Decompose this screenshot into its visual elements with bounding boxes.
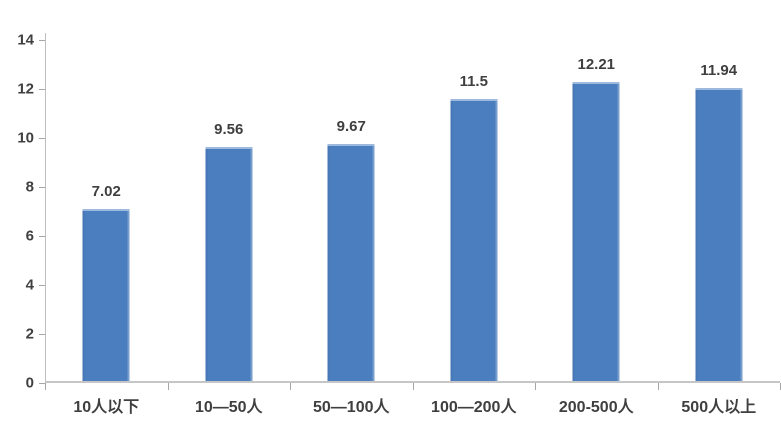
bar-value-label: 7.02: [91, 183, 121, 201]
x-axis-line: [45, 381, 780, 383]
x-category-label: 10—50人: [194, 399, 263, 416]
y-tick-label: 12: [17, 80, 34, 98]
y-tick-mark: [39, 39, 45, 41]
bar: [327, 144, 375, 381]
bar-value-label: 12.21: [577, 55, 616, 73]
bar-slot: 9.67 50—100人: [290, 40, 413, 416]
y-tick-mark: [39, 88, 45, 90]
y-tick-label: 10: [17, 129, 34, 147]
x-category-label: 50—100人: [313, 399, 390, 416]
bar-value-label: 9.56: [214, 120, 244, 138]
bar: [82, 209, 130, 381]
y-tick-mark: [39, 382, 45, 384]
bar: [450, 99, 498, 381]
y-tick-mark: [39, 235, 45, 237]
bar: [205, 146, 253, 381]
y-tick-label: 0: [25, 374, 34, 392]
x-tick-mark: [657, 383, 659, 390]
y-tick-mark: [39, 137, 45, 139]
bar-slot: 11.5 100—200人: [413, 40, 536, 416]
bar-value-label: 9.67: [336, 118, 366, 136]
bar-value-label: 11.94: [700, 62, 738, 80]
x-tick-mark: [45, 383, 46, 390]
bar: [695, 88, 743, 381]
y-tick-label: 6: [25, 227, 34, 245]
bar-value-label: 11.5: [459, 73, 488, 91]
bar: [572, 81, 620, 381]
bar-slot: 11.94 500人以上: [658, 40, 781, 416]
x-tick-mark: [290, 383, 291, 390]
y-tick-mark: [39, 284, 45, 286]
x-category-label: 10人以下: [73, 399, 140, 416]
y-tick-mark: [39, 333, 45, 335]
x-tick-mark: [535, 383, 536, 390]
y-tick-label: 14: [17, 31, 34, 49]
y-tick-label: 8: [25, 178, 34, 196]
y-axis-line: [45, 33, 46, 383]
bar-slot: 12.21 200-500人: [535, 40, 658, 416]
bar-slot: 7.02 10人以下: [45, 40, 168, 416]
x-category-label: 500人以上: [681, 399, 757, 416]
y-tick-label: 2: [25, 325, 34, 343]
x-tick-mark: [412, 383, 414, 390]
y-tick-mark: [39, 186, 45, 188]
bar-slot: 9.56 10—50人: [168, 40, 291, 416]
x-tick-mark: [167, 383, 169, 390]
plot-area: 0 2 4 6 8 10 12 14 7.02 10人以下 9.56 10—50人 9.67 50—10…: [17, 32, 781, 416]
x-category-label: 200-500人: [558, 399, 634, 416]
y-tick-label: 4: [25, 276, 34, 294]
x-category-label: 100—200人: [431, 399, 517, 416]
